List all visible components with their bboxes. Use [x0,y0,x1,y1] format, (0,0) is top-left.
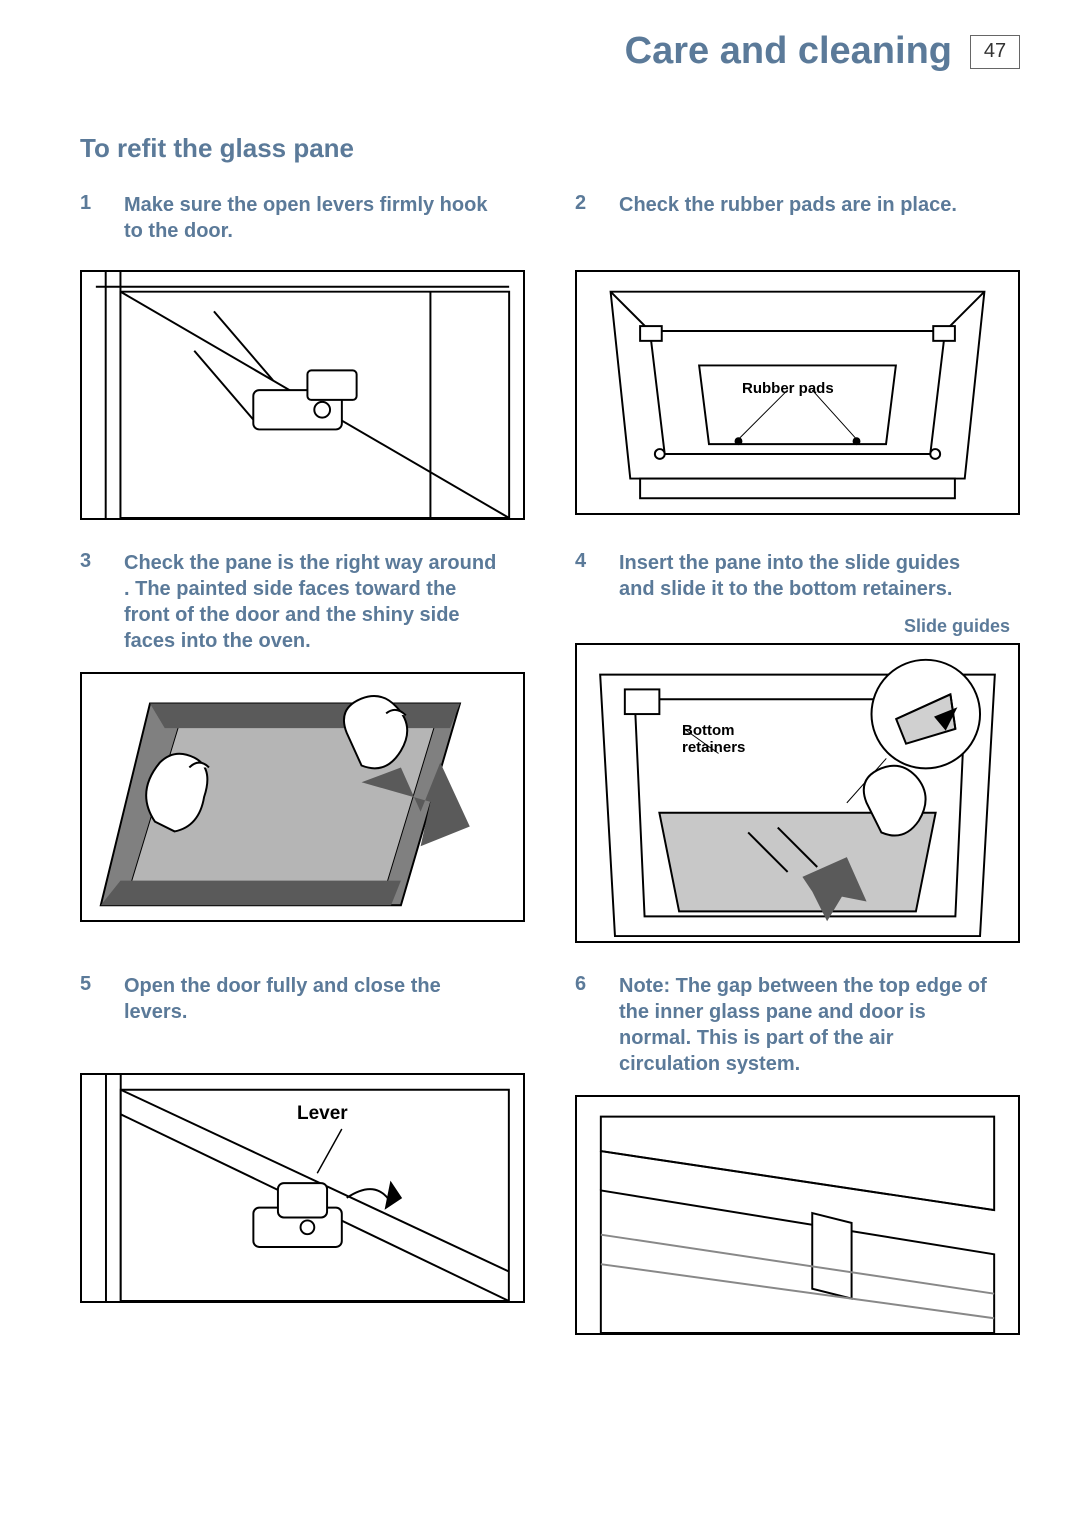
page-number-box: 47 [970,35,1020,69]
step-4-figure: Bottom retainers [575,643,1020,943]
step-2: 2 Check the rubber pads are in place. [575,192,1020,520]
step-text: Open the door fully and close the levers… [124,973,504,1033]
step-number: 6 [575,973,595,1077]
step-6-figure [575,1095,1020,1335]
page-subheading: To refit the glass pane [80,133,1020,164]
step-text: Make sure the open levers firmly hook to… [124,192,504,252]
rubber-pads-label: Rubber pads [742,380,834,397]
step-2-figure: Rubber pads [575,270,1020,515]
step-6: 6 Note: The gap between the top edge of … [575,973,1020,1335]
step-3: 3 Check the pane is the right way around… [80,550,525,943]
bottom-retainers-label: Bottom retainers [682,723,752,756]
step-number: 2 [575,192,595,252]
header-title: Care and cleaning [625,30,952,73]
step-text: Check the pane is the right way around .… [124,550,504,654]
step-3-figure [80,672,525,922]
step-4: 4 Insert the pane into the slide guides … [575,550,1020,943]
step-number: 1 [80,192,100,252]
step-5: 5 Open the door fully and close the leve… [80,973,525,1335]
step-text: Insert the pane into the slide guides an… [619,550,999,610]
lever-label: Lever [297,1103,348,1125]
page-header: Care and cleaning 47 [80,30,1020,73]
slide-guides-label: Slide guides [575,616,1010,637]
step-1-figure [80,270,525,520]
step-number: 3 [80,550,100,654]
step-text: Check the rubber pads are in place. [619,192,957,252]
step-number: 5 [80,973,100,1033]
step-text: Note: The gap between the top edge of th… [619,973,999,1077]
step-5-figure: Lever [80,1073,525,1303]
step-number: 4 [575,550,595,610]
step-1: 1 Make sure the open levers firmly hook … [80,192,525,520]
steps-grid: 1 Make sure the open levers firmly hook … [80,192,1020,1335]
